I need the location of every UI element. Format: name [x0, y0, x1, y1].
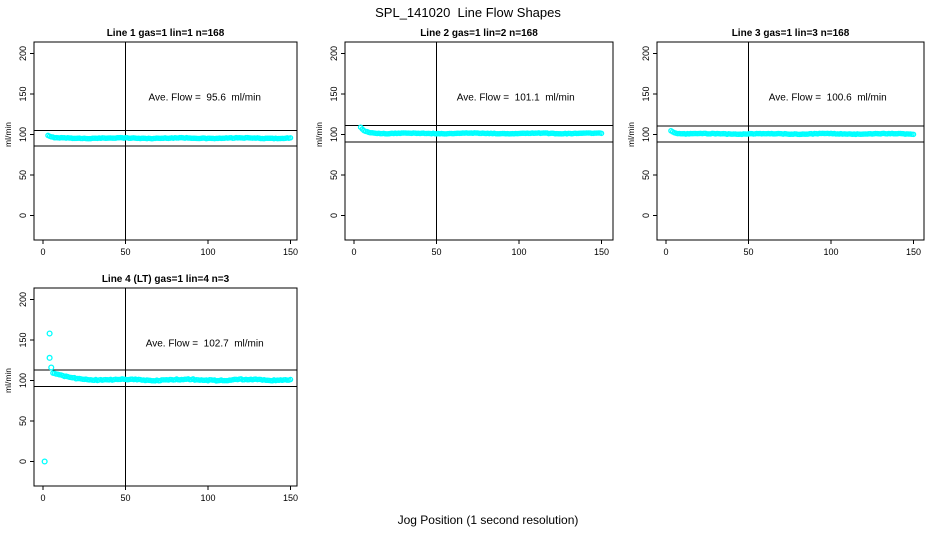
x-tick-label: 100	[200, 493, 215, 503]
y-axis-title: ml/min	[626, 122, 636, 147]
y-tick-label: 200	[18, 46, 28, 61]
ave-flow-annotation: Ave. Flow = 101.1 ml/min	[457, 92, 575, 103]
ave-flow-annotation: Ave. Flow = 102.7 ml/min	[146, 338, 264, 349]
panel-title: Line 3 gas=1 lin=3 n=168	[732, 28, 850, 39]
panel-title: Line 1 gas=1 lin=1 n=168	[107, 28, 225, 39]
data-point	[41, 458, 48, 465]
data-points	[668, 127, 917, 138]
y-tick-label: 50	[18, 416, 28, 426]
y-tick-label: 150	[18, 332, 28, 347]
panel-4: Line 4 (LT) gas=1 lin=4 n=3 0 50 100 150 0 50 1…	[3, 274, 298, 503]
plot-frame	[344, 41, 614, 241]
y-tick-label: 200	[329, 46, 339, 61]
x-tick-label: 0	[663, 247, 668, 257]
x-tick-label: 100	[200, 247, 215, 257]
y-tick-label: 100	[18, 127, 28, 142]
panel-1: Line 1 gas=1 lin=1 n=168 0 50 100 150 0 50 100 1…	[3, 28, 298, 257]
y-tick-label: 100	[641, 127, 651, 142]
y-axis-title: ml/min	[314, 122, 324, 147]
y-axis-title: ml/min	[3, 368, 13, 393]
ave-flow-annotation: Ave. Flow = 100.6 ml/min	[769, 92, 887, 103]
y-tick-label: 50	[641, 170, 651, 180]
y-tick-label: 0	[329, 213, 339, 218]
x-tick-label: 50	[120, 247, 130, 257]
y-tick-label: 150	[329, 86, 339, 101]
data-point	[287, 376, 294, 383]
plot-frame	[656, 41, 925, 241]
data-point	[287, 135, 294, 141]
y-tick-label: 100	[18, 373, 28, 388]
y-tick-label: 50	[329, 170, 339, 180]
x-tick-label: 50	[743, 247, 753, 257]
data-points	[45, 132, 294, 142]
y-tick-label: 150	[18, 86, 28, 101]
y-tick-label: 200	[18, 292, 28, 307]
x-tick-label: 150	[594, 247, 609, 257]
x-tick-label: 0	[40, 493, 45, 503]
figure-title: SPL_141020 Line Flow Shapes	[375, 5, 561, 20]
panel-2: Line 2 gas=1 lin=2 n=168 0 50 100 150 0 50 100 1…	[314, 28, 614, 257]
x-tick-label: 150	[283, 247, 298, 257]
data-points	[41, 330, 294, 465]
data-point	[46, 354, 53, 361]
data-point	[48, 364, 55, 371]
data-points	[357, 124, 605, 137]
x-tick-label: 100	[511, 247, 526, 257]
x-tick-label: 50	[120, 493, 130, 503]
y-tick-label: 0	[18, 459, 28, 464]
x-tick-label: 50	[431, 247, 441, 257]
data-point	[46, 330, 53, 337]
x-tick-label: 100	[823, 247, 838, 257]
y-tick-label: 200	[641, 46, 651, 61]
y-tick-label: 0	[641, 213, 651, 218]
y-tick-label: 150	[641, 86, 651, 101]
data-point	[910, 131, 917, 138]
y-axis-title: ml/min	[3, 122, 13, 147]
x-axis-label: Jog Position (1 second resolution)	[397, 513, 579, 527]
x-tick-label: 150	[906, 247, 921, 257]
y-tick-label: 100	[329, 127, 339, 142]
y-tick-label: 0	[18, 213, 28, 218]
y-tick-label: 50	[18, 170, 28, 180]
panel-title: Line 2 gas=1 lin=2 n=168	[420, 28, 538, 39]
ave-flow-annotation: Ave. Flow = 95.6 ml/min	[149, 92, 261, 103]
data-point	[598, 130, 605, 137]
x-tick-label: 0	[351, 247, 356, 257]
panel-3: Line 3 gas=1 lin=3 n=168 0 50 100 150 0 50 100 1…	[626, 28, 925, 257]
plot-frame	[33, 41, 298, 241]
x-tick-label: 150	[283, 493, 298, 503]
x-tick-label: 0	[40, 247, 45, 257]
panel-title: Line 4 (LT) gas=1 lin=4 n=3	[102, 274, 230, 285]
